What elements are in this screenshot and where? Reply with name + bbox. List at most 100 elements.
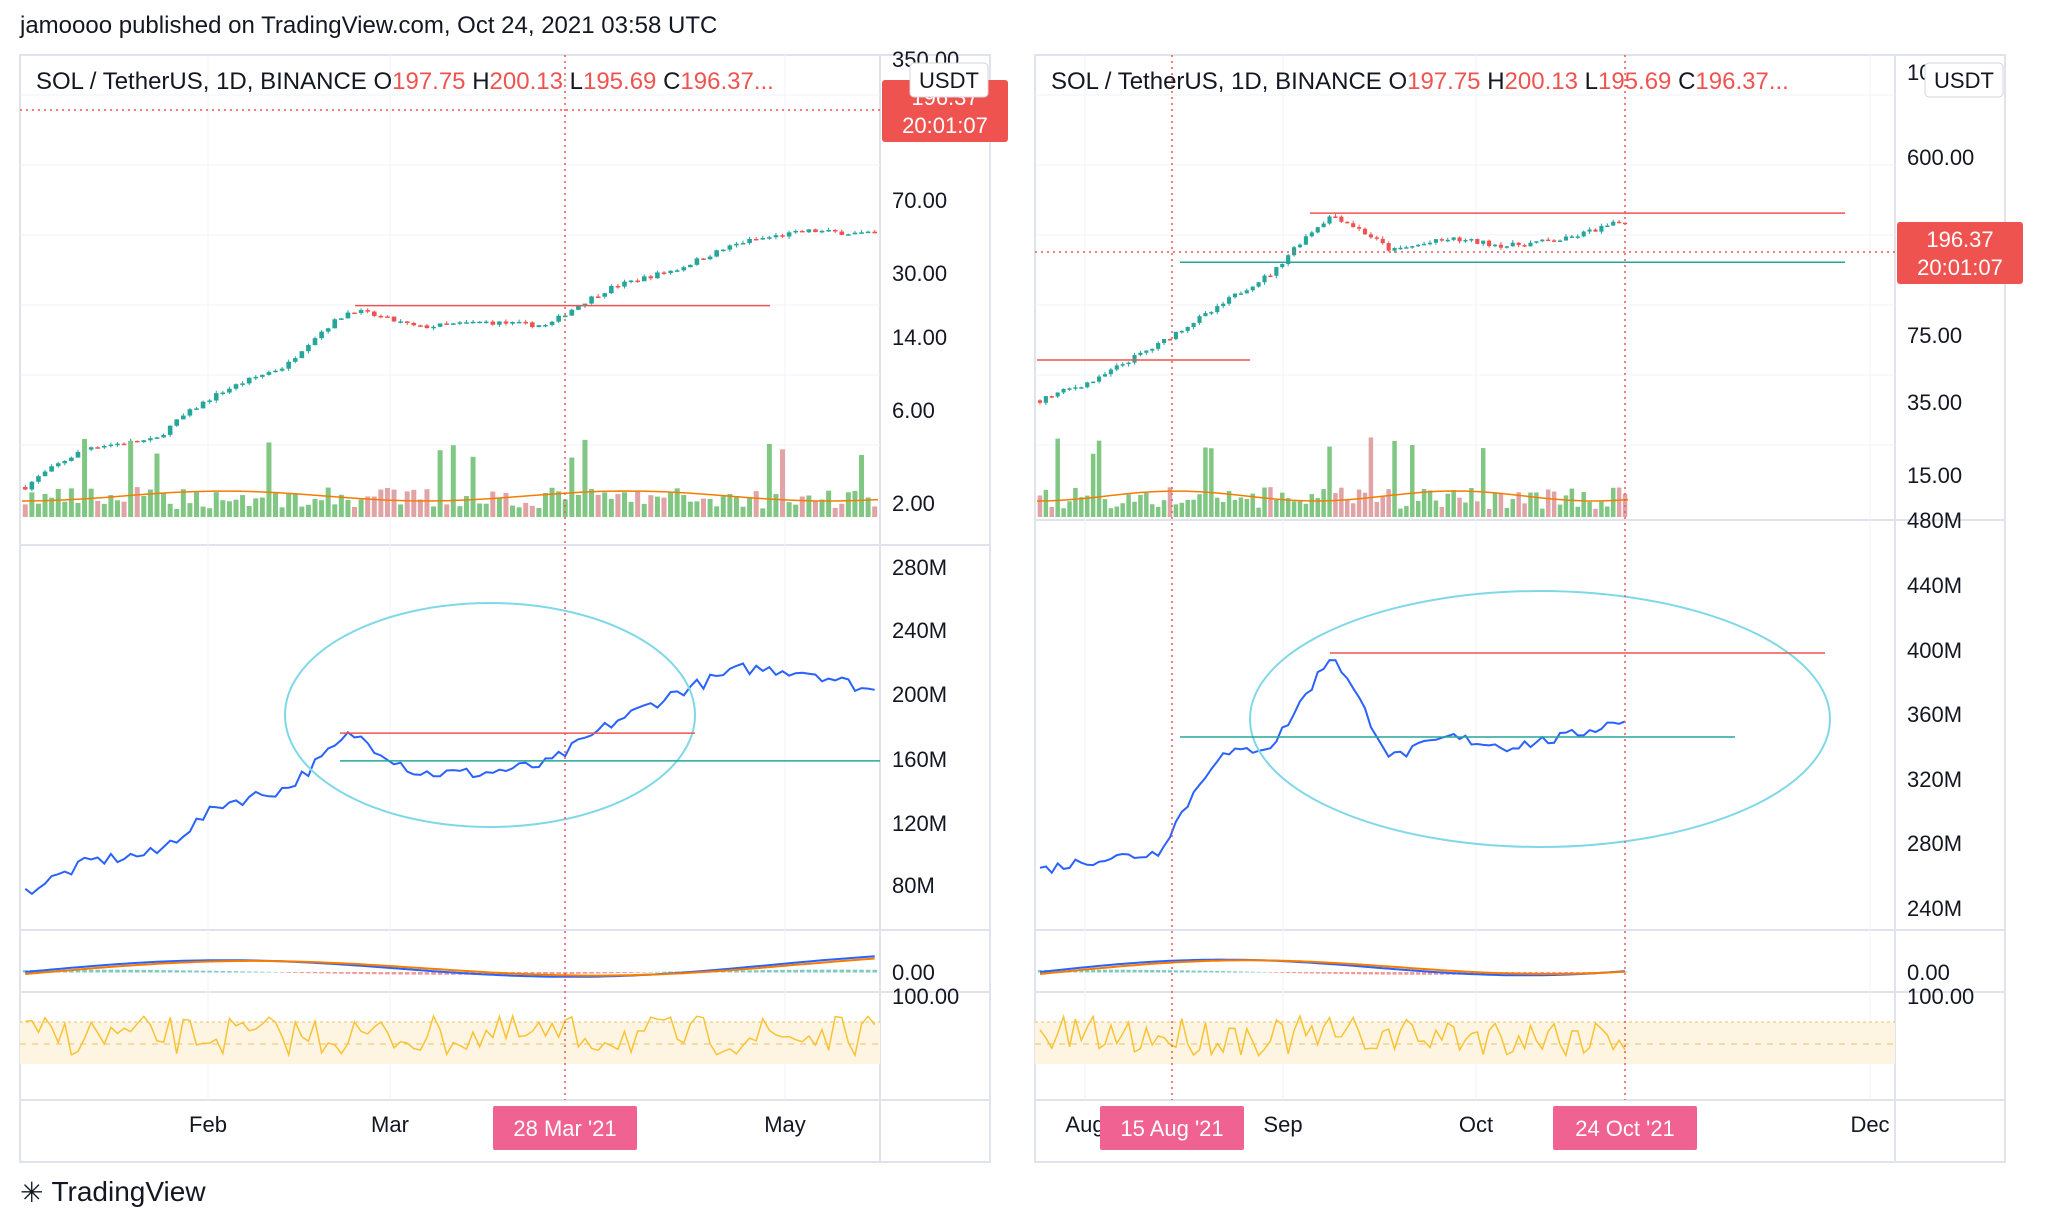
symbol-info-part: O xyxy=(1388,68,1407,95)
crosshair-date-label: 15 Aug '21 xyxy=(1120,1116,1223,1141)
macd-histogram-bar xyxy=(1416,972,1421,975)
volume-bar xyxy=(1215,497,1220,517)
obv-tick-label: 280M xyxy=(1907,831,1962,856)
volume-bar xyxy=(1061,508,1066,517)
candle-body xyxy=(1227,297,1232,304)
volume-bar xyxy=(707,498,713,517)
symbol-info: SOL / TetherUS, 1D, BINANCE O197.75 H200… xyxy=(1051,68,1789,95)
brand-name[interactable]: TradingView xyxy=(51,1176,206,1207)
rsi-tick-label: 100.00 xyxy=(1907,984,1974,1009)
volume-bar xyxy=(42,493,48,517)
macd-histogram-bar xyxy=(286,972,291,973)
volume-bar xyxy=(852,490,858,517)
candle-body xyxy=(115,443,120,446)
volume-bar xyxy=(694,501,700,517)
macd-histogram-bar xyxy=(1132,969,1137,973)
macd-histogram-bar xyxy=(1321,972,1326,974)
candle-body xyxy=(1238,293,1243,295)
candle-body xyxy=(108,444,114,447)
macd-histogram-bar xyxy=(569,972,575,974)
volume-bar xyxy=(1339,487,1344,517)
countdown-label: 20:01:07 xyxy=(902,113,988,138)
candle-body xyxy=(1457,237,1462,242)
candle-body xyxy=(1593,229,1598,232)
macd-histogram-bar xyxy=(240,971,245,973)
volume-bar xyxy=(1415,500,1421,517)
candle-body xyxy=(36,476,41,482)
macd-histogram-bar xyxy=(1303,972,1308,974)
macd-histogram-bar xyxy=(358,972,364,975)
volume-bar xyxy=(371,496,377,517)
macd-histogram-bar xyxy=(444,972,450,975)
macd-histogram-bar xyxy=(1144,969,1149,973)
volume-bar xyxy=(1534,492,1539,517)
volume-bar xyxy=(319,500,325,517)
candle-body xyxy=(431,326,436,329)
symbol-info-part: O xyxy=(373,68,392,95)
candle-body xyxy=(1410,246,1415,248)
candle-body xyxy=(1292,247,1297,256)
candle-body xyxy=(220,392,226,395)
candle-body xyxy=(1528,242,1533,247)
currency-badge xyxy=(1924,62,2004,98)
candle-body xyxy=(701,258,706,260)
volume-bar xyxy=(1256,507,1261,517)
volume-bar xyxy=(286,494,292,517)
macd-histogram-bar xyxy=(727,970,733,973)
candle-body xyxy=(1315,227,1320,233)
volume-bar xyxy=(1475,501,1480,517)
volume-bar xyxy=(1315,498,1320,517)
macd-histogram-bar xyxy=(582,972,588,974)
volume-bar xyxy=(35,503,41,517)
volume-bar xyxy=(1161,500,1167,517)
volume-bar xyxy=(720,496,726,517)
symbol-info: SOL / TetherUS, 1D, BINANCE O197.75 H200… xyxy=(36,68,774,95)
candle-body xyxy=(602,293,608,297)
candle-body xyxy=(813,229,818,233)
candle-body xyxy=(1581,231,1586,237)
volume-bar xyxy=(1516,492,1521,517)
macd-histogram-bar xyxy=(1161,970,1167,973)
candle-body xyxy=(780,235,785,237)
candle-body xyxy=(1108,369,1113,375)
candle-body xyxy=(1611,221,1616,226)
rsi-line xyxy=(1039,1013,1626,1058)
symbol-info-part: SOL / TetherUS, 1D, BINANCE xyxy=(36,68,373,95)
candle-body xyxy=(240,383,245,385)
macd-histogram-bar xyxy=(1156,970,1161,973)
candle-body xyxy=(720,249,726,252)
volume-bar xyxy=(55,488,61,517)
crosshair-date-label: 24 Oct '21 xyxy=(1575,1116,1675,1141)
volume-bar xyxy=(595,494,601,517)
candle-body xyxy=(576,305,581,310)
volume-bar xyxy=(1350,503,1356,517)
obv-tick-label: 280M xyxy=(892,555,947,580)
macd-histogram-bar xyxy=(753,970,759,973)
macd-histogram-bar xyxy=(200,970,206,973)
volume-ma-line xyxy=(21,490,879,502)
volume-bar xyxy=(292,493,298,517)
tradingview-logo-icon[interactable]: ✳ xyxy=(20,1176,44,1208)
candle-body xyxy=(29,481,35,490)
volume-bar xyxy=(1421,488,1427,517)
candle-body xyxy=(1599,225,1604,232)
candle-body xyxy=(1345,221,1350,224)
volume-bar xyxy=(404,491,410,517)
candle-body xyxy=(102,445,107,448)
macd-histogram-bar xyxy=(1327,972,1332,974)
macd-histogram-bar xyxy=(187,970,193,973)
macd-histogram-bar xyxy=(536,972,542,975)
volume-bar xyxy=(510,505,516,517)
candle-body xyxy=(464,322,469,324)
candle-body xyxy=(1392,247,1397,251)
volume-bar xyxy=(1427,490,1433,517)
candle-body xyxy=(503,321,509,324)
volume-bar xyxy=(1108,508,1114,517)
macd-histogram-bar xyxy=(1108,969,1113,973)
candle-body xyxy=(1617,221,1622,224)
volume-bar xyxy=(575,494,581,517)
volume-bar xyxy=(358,499,364,517)
volume-bar xyxy=(1244,498,1250,517)
macd-histogram-bar xyxy=(1398,972,1403,975)
